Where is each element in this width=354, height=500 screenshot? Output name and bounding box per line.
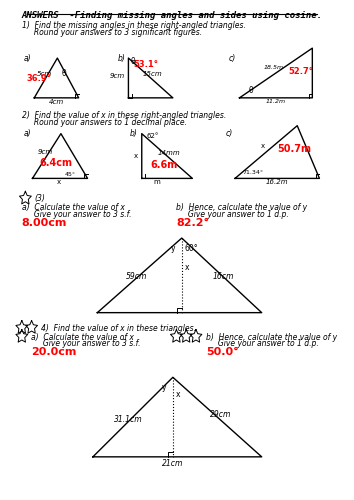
- Text: 29cm: 29cm: [210, 410, 232, 418]
- Text: Round your answers to 1 decimal place.: Round your answers to 1 decimal place.: [22, 118, 187, 126]
- Text: 36.9°: 36.9°: [26, 74, 51, 84]
- Text: 62°: 62°: [146, 132, 159, 138]
- Text: x: x: [261, 142, 265, 148]
- Text: a): a): [24, 128, 31, 138]
- Text: 21cm: 21cm: [162, 460, 183, 468]
- Text: 6.6m: 6.6m: [150, 160, 178, 170]
- Text: ANSWERS  -Finding missing angles and sides using cosine.: ANSWERS -Finding missing angles and side…: [22, 12, 322, 20]
- Text: 50.0°: 50.0°: [206, 348, 239, 358]
- Text: Give your answer to 1 d.p.: Give your answer to 1 d.p.: [206, 340, 319, 348]
- Text: 6.4cm: 6.4cm: [39, 158, 72, 168]
- Text: 16cm: 16cm: [213, 272, 234, 281]
- Text: 9cm: 9cm: [110, 73, 125, 79]
- Text: 8.00cm: 8.00cm: [22, 218, 67, 228]
- Text: θ: θ: [131, 56, 136, 66]
- Text: b)  Hence, calculate the value of y: b) Hence, calculate the value of y: [206, 332, 337, 342]
- Text: θ: θ: [61, 70, 66, 78]
- Text: x: x: [57, 180, 61, 186]
- Text: 31.1cm: 31.1cm: [114, 414, 143, 424]
- Text: x: x: [184, 264, 189, 272]
- Text: (3): (3): [34, 194, 45, 203]
- Text: 9cm: 9cm: [37, 148, 52, 154]
- Text: Give your answer to 3 s.f.: Give your answer to 3 s.f.: [22, 210, 131, 219]
- Text: a)  Calculate the value of x: a) Calculate the value of x: [31, 332, 133, 342]
- Text: a)  Calculate the value of x: a) Calculate the value of x: [22, 204, 125, 212]
- Text: 53.1°: 53.1°: [134, 60, 159, 68]
- Text: c): c): [226, 128, 233, 138]
- Text: Give your answer to 3 s.f.: Give your answer to 3 s.f.: [31, 340, 140, 348]
- Text: 52.7°: 52.7°: [288, 66, 313, 76]
- Text: 14mm: 14mm: [158, 150, 181, 156]
- Text: Give your answer to 1 d.p.: Give your answer to 1 d.p.: [176, 210, 289, 219]
- Text: b): b): [130, 128, 138, 138]
- Text: x: x: [176, 390, 180, 398]
- Text: x: x: [134, 152, 138, 158]
- Text: 4cm: 4cm: [49, 99, 64, 105]
- Text: 2)  Find the value of x in these right-angled triangles.: 2) Find the value of x in these right-an…: [22, 111, 226, 120]
- Text: 82.2°: 82.2°: [176, 218, 210, 228]
- Text: 5cm: 5cm: [36, 71, 52, 77]
- Text: y: y: [162, 382, 167, 392]
- Text: 15cm: 15cm: [143, 71, 162, 77]
- Text: b): b): [118, 54, 126, 63]
- Text: 71.34°: 71.34°: [242, 170, 263, 175]
- Text: c): c): [229, 54, 236, 63]
- Text: m: m: [154, 180, 160, 186]
- Text: 18.5m: 18.5m: [264, 64, 284, 70]
- Text: 16.2m: 16.2m: [266, 180, 288, 186]
- Text: 20.0cm: 20.0cm: [31, 348, 76, 358]
- Text: y: y: [171, 244, 176, 252]
- Text: Round your answers to 3 significant figures.: Round your answers to 3 significant figu…: [22, 28, 202, 37]
- Text: 59cm: 59cm: [126, 272, 147, 281]
- Text: 1)  Find the missing angles in these right-angled triangles.: 1) Find the missing angles in these righ…: [22, 22, 246, 30]
- Text: 11.2m: 11.2m: [266, 100, 286, 104]
- Text: b)  Hence, calculate the value of y: b) Hence, calculate the value of y: [176, 204, 308, 212]
- Text: 4)  Find the value of x in these triangles.: 4) Find the value of x in these triangle…: [41, 324, 196, 332]
- Text: θ: θ: [249, 86, 253, 96]
- Text: 60°: 60°: [184, 244, 198, 252]
- Text: a): a): [24, 54, 31, 63]
- Text: 50.7m: 50.7m: [278, 144, 312, 154]
- Text: 45°: 45°: [64, 172, 75, 177]
